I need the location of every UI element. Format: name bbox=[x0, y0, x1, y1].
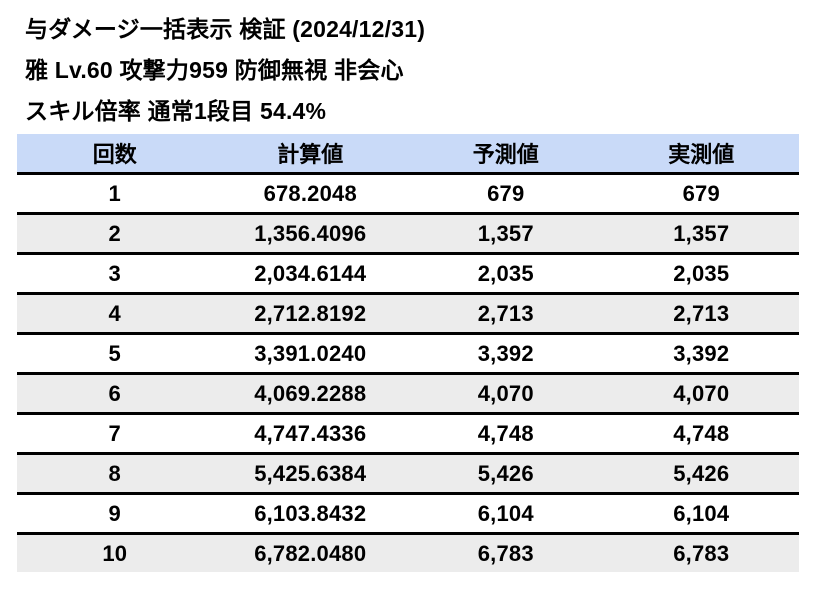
table-cell: 5 bbox=[17, 333, 213, 375]
table-row: 6 4,069.2288 4,070 4,070 bbox=[17, 373, 799, 415]
column-header-predicted: 予測値 bbox=[408, 134, 604, 175]
table-cell: 2,713 bbox=[603, 293, 799, 335]
table-row: 9 6,103.8432 6,104 6,104 bbox=[17, 493, 799, 535]
table-cell: 4,070 bbox=[603, 373, 799, 415]
table-cell: 2,034.6144 bbox=[212, 253, 408, 295]
table-row: 5 3,391.0240 3,392 3,392 bbox=[17, 333, 799, 375]
table-cell: 1,357 bbox=[603, 213, 799, 255]
column-header-measured: 実測値 bbox=[603, 134, 799, 175]
table-body: 1 678.2048 679 679 2 1,356.4096 1,357 1,357 3 2,0… bbox=[17, 173, 799, 572]
subtitle-character-stats: 雅 Lv.60 攻撃力959 防御無視 非会心 bbox=[25, 57, 404, 83]
subtitle-skill-multiplier: スキル倍率 通常1段目 54.4% bbox=[25, 98, 327, 124]
table-cell: 6,104 bbox=[603, 493, 799, 535]
table-cell: 4,747.4336 bbox=[212, 413, 408, 455]
table-row: 2 1,356.4096 1,357 1,357 bbox=[17, 213, 799, 255]
table-cell: 6,783 bbox=[477, 540, 534, 566]
table-cell: 6,104 bbox=[408, 493, 604, 535]
table-cell: 2,713 bbox=[408, 293, 604, 335]
table-cell: 3,391.0240 bbox=[212, 333, 408, 375]
table-cell: 2,035 bbox=[408, 253, 604, 295]
table-cell: 5,426 bbox=[408, 453, 604, 495]
table-cell: 678.2048 bbox=[212, 173, 408, 215]
table-cell: 1,357 bbox=[408, 213, 604, 255]
table-cell: 1 bbox=[17, 173, 213, 215]
table-cell: 3,392 bbox=[603, 333, 799, 375]
table-cell: 1,356.4096 bbox=[212, 213, 408, 255]
table-cell: 7 bbox=[17, 413, 213, 455]
table-row: 4 2,712.8192 2,713 2,713 bbox=[17, 293, 799, 335]
table-row: 3 2,034.6144 2,035 2,035 bbox=[17, 253, 799, 295]
table-row: 7 4,747.4336 4,748 4,748 bbox=[17, 413, 799, 455]
table-cell: 4,069.2288 bbox=[212, 373, 408, 415]
table-cell: 679 bbox=[603, 173, 799, 215]
table-cell: 5,425.6384 bbox=[212, 453, 408, 495]
table-cell: 3 bbox=[17, 253, 213, 295]
table-cell: 2 bbox=[17, 213, 213, 255]
page-title: 与ダメージ一括表示 検証 (2024/12/31) bbox=[25, 16, 426, 42]
table-cell: 5,426 bbox=[603, 453, 799, 495]
table-cell: 3,392 bbox=[408, 333, 604, 375]
table-cell: 4,748 bbox=[603, 413, 799, 455]
table-cell: 2,712.8192 bbox=[212, 293, 408, 335]
column-header-calculated: 計算値 bbox=[212, 134, 408, 175]
table-cell: 6 bbox=[17, 373, 213, 415]
table-cell: 4 bbox=[17, 293, 213, 335]
table-row: 1 678.2048 679 679 bbox=[17, 173, 799, 215]
table-cell: 10 bbox=[102, 540, 128, 566]
table-cell: 2,035 bbox=[603, 253, 799, 295]
table-cell: 6,783 bbox=[673, 540, 730, 566]
table-cell: 679 bbox=[408, 173, 604, 215]
table-cell: 6,782.0480 bbox=[254, 540, 367, 566]
title-block: 与ダメージ一括表示 検証 (2024/12/31) 雅 Lv.60 攻撃力959… bbox=[0, 0, 816, 132]
table-cell: 4,070 bbox=[408, 373, 604, 415]
table-cell: 4,748 bbox=[408, 413, 604, 455]
column-header-count: 回数 bbox=[17, 134, 213, 175]
table-row: 8 5,425.6384 5,426 5,426 bbox=[17, 453, 799, 495]
table-row: 10 6,782.0480 6,783 6,783 bbox=[17, 533, 799, 572]
table-header-row: 回数 計算値 予測値 実測値 bbox=[17, 134, 799, 175]
table-cell: 9 bbox=[17, 493, 213, 535]
table-cell: 8 bbox=[17, 453, 213, 495]
damage-verification-table: 回数 計算値 予測値 実測値 1 678.2048 679 679 2 1,356.409… bbox=[17, 134, 799, 572]
table-cell: 6,103.8432 bbox=[212, 493, 408, 535]
